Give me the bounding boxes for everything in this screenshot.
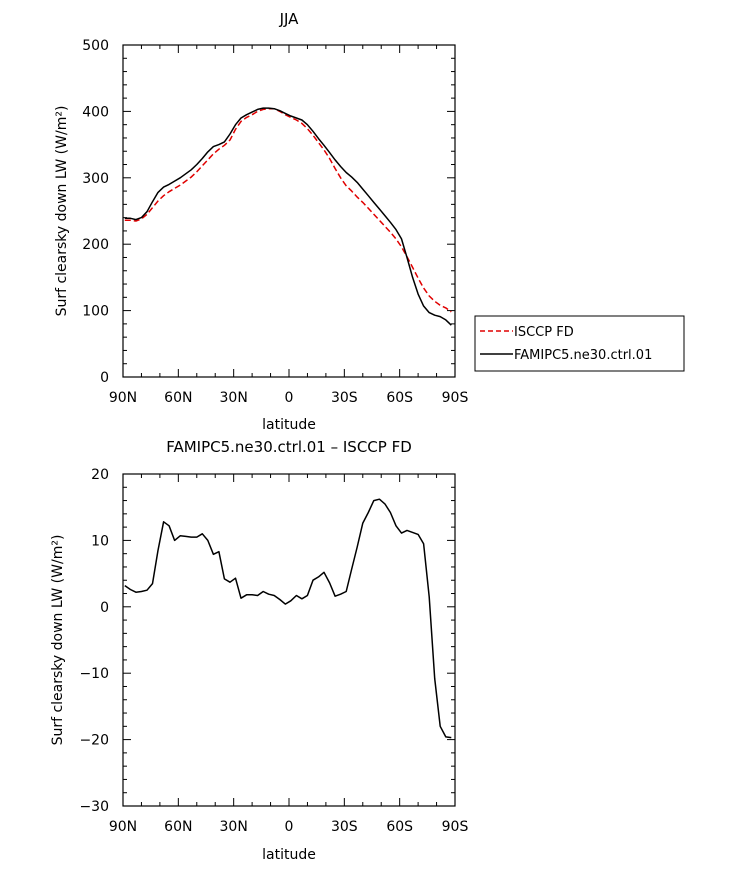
y-tick-label-top: 200 xyxy=(82,237,109,253)
x-tick-label-top: 60N xyxy=(164,390,192,406)
y-tick-label-bottom: 0 xyxy=(100,600,109,616)
bottom-axes-group: 90N 60N 30N 0 30S 60S 90S −30 −20 −10 0 10 20 xyxy=(79,467,468,835)
legend-label-famipc5: FAMIPC5.ne30.ctrl.01 xyxy=(514,348,652,363)
x-tick-label-bottom: 60S xyxy=(386,819,413,835)
panel-difference: FAMIPC5.ne30.ctrl.01 – ISCCP FD 90N 60N 30… xyxy=(50,438,468,863)
x-tick-label-bottom: 90N xyxy=(109,819,137,835)
y-tick-label-bottom: 10 xyxy=(91,533,109,549)
y-tick-label-bottom: 20 xyxy=(91,467,109,483)
x-tick-label-bottom: 60N xyxy=(164,819,192,835)
x-axis-label-top: latitude xyxy=(262,417,316,433)
series-line-difference-bottom xyxy=(124,498,452,739)
plot-frame-top xyxy=(122,44,456,378)
legend-box xyxy=(474,315,685,372)
x-tick-label-top: 90N xyxy=(109,390,137,406)
y-axis-label-top: Surf clearsky down LW (W/m²) xyxy=(54,106,70,317)
y-tick-label-top: 100 xyxy=(82,304,109,320)
top-axes-group: 90N 60N 30N 0 30S 60S 90S 0 100 200 300 400 500 xyxy=(82,38,468,406)
series-line-isccp-fd-top xyxy=(124,107,452,313)
plot-frame-bottom xyxy=(122,473,456,807)
y-tick-label-top: 0 xyxy=(100,370,109,386)
y-tick-label-top: 300 xyxy=(82,171,109,187)
chart-title-bottom: FAMIPC5.ne30.ctrl.01 – ISCCP FD xyxy=(166,438,412,456)
panel-climatology: JJA 90N 60N 30N 0 30S 60S 90S0100200300400500 … xyxy=(54,10,468,433)
y-axis-label-bottom: Surf clearsky down LW (W/m²) xyxy=(50,535,66,746)
series-line-famipc5-ne30-ctrl-01-top xyxy=(124,107,452,326)
top-series-group xyxy=(124,107,452,326)
x-tick-label-top: 0 xyxy=(285,390,294,406)
x-tick-label-top: 30N xyxy=(220,390,248,406)
x-tick-label-top: 90S xyxy=(442,390,469,406)
legend-label-isccp: ISCCP FD xyxy=(514,325,574,340)
x-tick-label-bottom: 90S xyxy=(442,819,469,835)
bottom-series-group xyxy=(124,498,452,739)
y-tick-label-top: 400 xyxy=(82,104,109,120)
legend: ISCCP FD FAMIPC5.ne30.ctrl.01 xyxy=(474,315,685,372)
y-tick-label-bottom: −30 xyxy=(79,799,109,815)
x-axis-label-bottom: latitude xyxy=(262,847,316,863)
y-tick-label-top: 500 xyxy=(82,38,109,54)
x-tick-label-top: 30S xyxy=(331,390,358,406)
chart-title-top: JJA xyxy=(279,10,300,28)
y-tick-label-bottom: −20 xyxy=(79,733,109,749)
x-tick-label-bottom: 30N xyxy=(220,819,248,835)
x-tick-label-bottom: 30S xyxy=(331,819,358,835)
x-tick-label-top: 60S xyxy=(386,390,413,406)
y-tick-label-bottom: −10 xyxy=(79,666,109,682)
x-tick-label-bottom: 0 xyxy=(285,819,294,835)
